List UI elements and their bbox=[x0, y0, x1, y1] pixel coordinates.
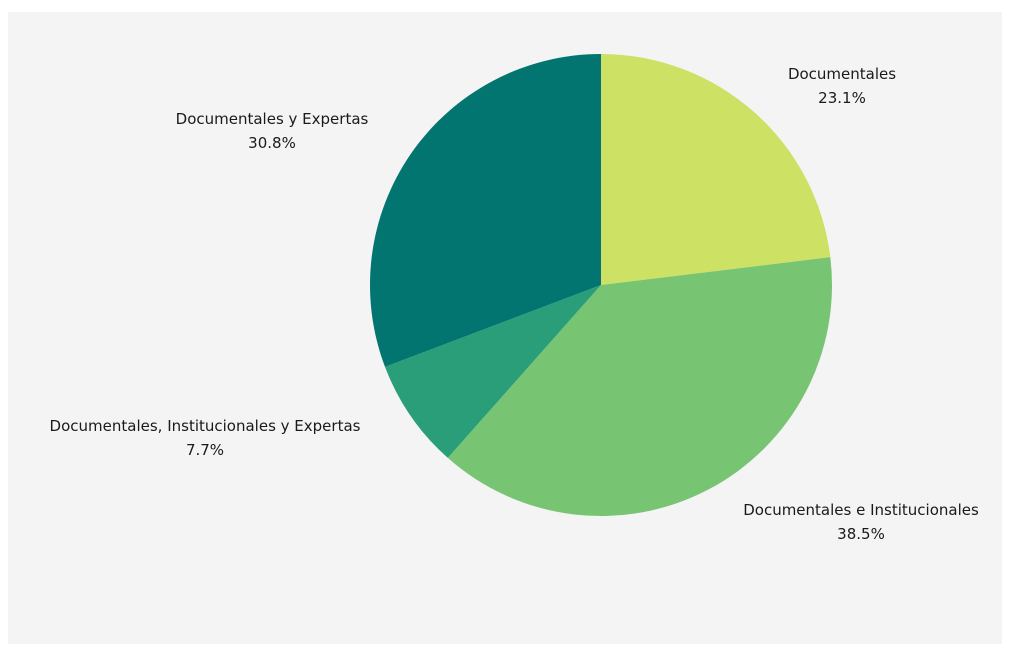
slice-label-documentales-y-expertas: Documentales y Expertas bbox=[176, 110, 369, 128]
slice-label-documentales-institucionales-y-expertas: Documentales, Institucionales y Expertas bbox=[50, 417, 361, 435]
slice-value-documentales-institucionales-y-expertas: 7.7% bbox=[186, 441, 224, 459]
slice-value-documentales-y-expertas: 30.8% bbox=[248, 134, 296, 152]
pie-slice-documentales-y-expertas bbox=[370, 54, 601, 367]
pie-slice-documentales-institucionales-y-expertas bbox=[385, 285, 601, 458]
slice-label-documentales: Documentales bbox=[788, 65, 896, 83]
pie-slice-documentales bbox=[601, 54, 831, 285]
slice-label-documentales-e-institucionales: Documentales e Institucionales bbox=[743, 501, 979, 519]
slice-value-documentales-e-institucionales: 38.5% bbox=[837, 525, 885, 543]
pie-slice-documentales-e-institucionales bbox=[447, 257, 833, 517]
pie-slices bbox=[370, 54, 833, 517]
slice-value-documentales: 23.1% bbox=[818, 89, 866, 107]
pie-labels: Documentales 23.1% Documentales e Instituc… bbox=[50, 65, 979, 543]
